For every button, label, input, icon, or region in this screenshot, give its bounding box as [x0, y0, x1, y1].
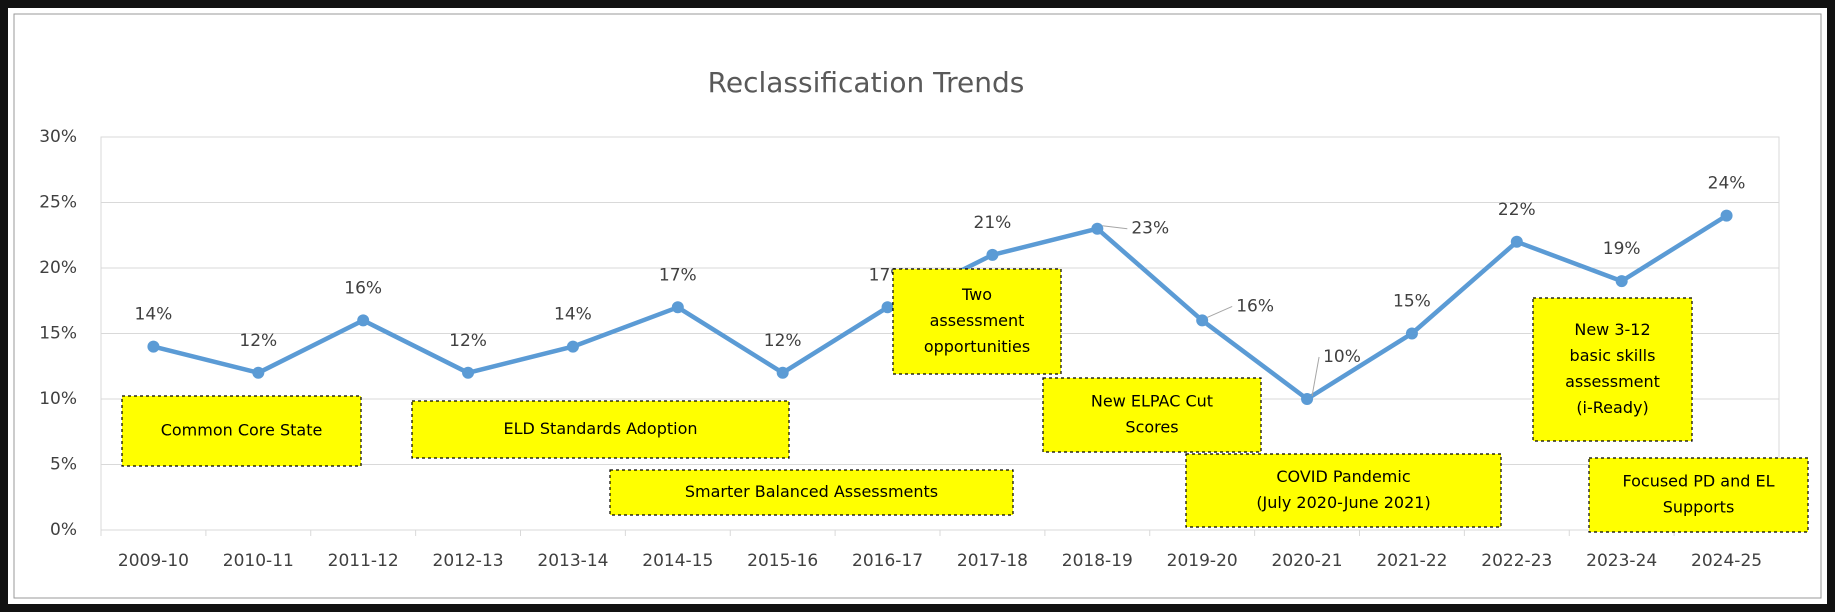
- annotation-text: Focused PD and EL: [1622, 472, 1774, 491]
- annotation-box: [121, 395, 362, 467]
- x-tick-label: 2020-21: [1272, 551, 1343, 571]
- x-tick-label: 2022-23: [1481, 551, 1552, 571]
- annotation-text: ELD Standards Adoption: [503, 419, 697, 438]
- data-label: 21%: [974, 213, 1012, 233]
- y-tick-label: 10%: [39, 389, 77, 409]
- data-point: [566, 340, 579, 353]
- y-tick-label: 30%: [39, 127, 77, 147]
- data-label: 14%: [135, 305, 173, 325]
- data-point: [252, 366, 265, 379]
- data-point: [881, 301, 894, 314]
- annotation-box: [1185, 453, 1502, 528]
- data-point: [1615, 275, 1628, 288]
- data-point: [462, 366, 475, 379]
- x-tick-label: 2013-14: [537, 551, 608, 571]
- x-tick-label: 2012-13: [433, 551, 504, 571]
- annotation-text: Common Core State: [161, 421, 323, 440]
- data-label: 15%: [1393, 292, 1431, 312]
- x-tick-label: 2011-12: [328, 551, 399, 571]
- data-label: 19%: [1603, 239, 1641, 259]
- annotation-text: New ELPAC Cut: [1091, 392, 1213, 411]
- annotation-text: assessment: [930, 311, 1025, 330]
- annotation-text: basic skills: [1570, 346, 1656, 365]
- x-tick-label: 2014-15: [642, 551, 713, 571]
- data-point: [986, 248, 999, 261]
- data-label: 14%: [554, 305, 592, 325]
- annotation-text: (July 2020-June 2021): [1256, 493, 1430, 512]
- leader-line: [1102, 225, 1128, 230]
- data-label: 16%: [344, 278, 382, 298]
- y-tick-label: 20%: [39, 258, 77, 278]
- leader-line: [1311, 356, 1320, 397]
- annotation-text: Two: [961, 285, 992, 304]
- annotation-text: Scores: [1125, 418, 1178, 437]
- annotation-text: COVID Pandemic: [1276, 467, 1410, 486]
- data-point: [1196, 314, 1209, 327]
- annotation-text: opportunities: [924, 337, 1030, 356]
- data-point: [357, 314, 370, 327]
- data-point: [671, 301, 684, 314]
- y-tick-label: 15%: [39, 324, 77, 344]
- x-tick-label: 2017-18: [957, 551, 1028, 571]
- data-point: [1720, 209, 1733, 222]
- x-tick-label: 2023-24: [1586, 551, 1657, 571]
- data-point: [1301, 393, 1314, 405]
- data-label: 12%: [449, 331, 487, 351]
- x-tick-label: 2019-20: [1167, 551, 1238, 571]
- annotation-text: (i-Ready): [1576, 398, 1648, 417]
- annotation-text: New 3-12: [1574, 320, 1650, 339]
- data-point: [1091, 222, 1104, 235]
- annotation-box: [609, 469, 1014, 516]
- x-tick-label: 2010-11: [223, 551, 294, 571]
- data-point: [1405, 327, 1418, 340]
- annotation-box: [892, 268, 1062, 375]
- annotation-text: Supports: [1663, 498, 1735, 517]
- inner-frame: [13, 13, 1822, 599]
- x-tick-label: 2024-25: [1691, 551, 1762, 571]
- y-tick-label: 0%: [50, 520, 77, 540]
- leader-line: [1206, 305, 1233, 318]
- chart-title: Reclassification Trends: [708, 66, 1025, 99]
- x-tick-label: 2015-16: [747, 551, 818, 571]
- annotation-box: [1532, 297, 1693, 442]
- data-label: 24%: [1708, 174, 1746, 194]
- x-tick-label: 2018-19: [1062, 551, 1133, 571]
- data-label: 17%: [659, 265, 697, 285]
- data-label: 10%: [1323, 347, 1361, 367]
- data-label: 16%: [1236, 296, 1274, 316]
- annotation-box: [1042, 377, 1262, 453]
- x-tick-label: 2021-22: [1376, 551, 1447, 571]
- data-label: 23%: [1131, 219, 1169, 239]
- x-tick-label: 2009-10: [118, 551, 189, 571]
- data-point: [776, 366, 789, 379]
- data-point: [147, 340, 160, 353]
- data-point: [1510, 235, 1523, 248]
- data-label: 12%: [764, 331, 802, 351]
- data-label: 22%: [1498, 200, 1536, 220]
- annotation-text: Smarter Balanced Assessments: [685, 482, 938, 501]
- y-tick-label: 5%: [50, 455, 77, 475]
- annotation-box: [411, 400, 790, 459]
- x-tick-label: 2016-17: [852, 551, 923, 571]
- y-tick-label: 25%: [39, 193, 77, 213]
- annotation-box: [1588, 457, 1809, 533]
- data-label: 12%: [239, 331, 277, 351]
- annotation-text: assessment: [1565, 372, 1660, 391]
